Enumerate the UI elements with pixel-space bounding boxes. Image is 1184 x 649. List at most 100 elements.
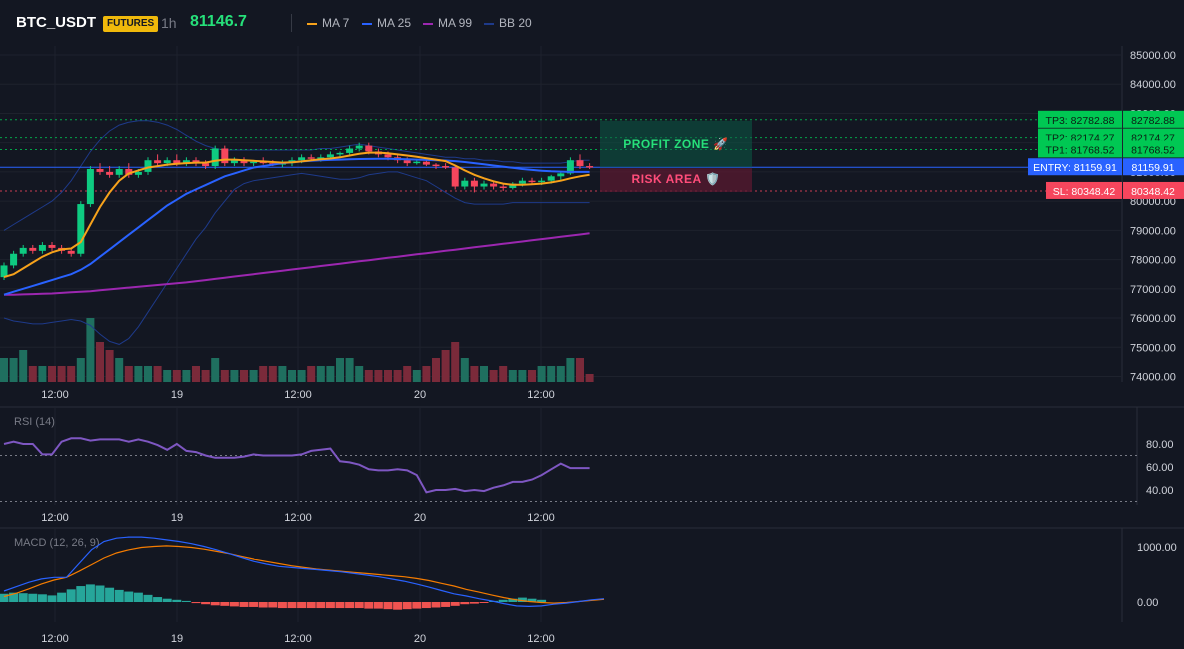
volume-bar [48, 366, 56, 382]
macd-line [3, 536, 605, 608]
volume-bar [297, 370, 306, 382]
volume-bar [182, 370, 191, 382]
candle-body [202, 163, 210, 167]
volume-bar [432, 358, 440, 382]
volume-bar [211, 358, 220, 382]
rsi-tick-label: 80.00 [1146, 439, 1174, 451]
macd-title: MACD (12, 26, 9) [14, 537, 100, 549]
volume-bar [172, 370, 181, 382]
entry-label: ENTRY: 81159.91 [1033, 162, 1117, 174]
rsi-line [3, 437, 590, 494]
volume-bar [451, 342, 460, 382]
candle-body [211, 148, 219, 167]
macd-histogram-bar [527, 598, 537, 602]
volume-bar [0, 358, 8, 382]
candle-body [586, 166, 594, 168]
volume-bar [508, 370, 517, 382]
tp1-axis-box [1123, 140, 1184, 158]
volume-bar [124, 366, 133, 382]
macd-histogram-bar [114, 589, 124, 602]
macd-histogram-bar [450, 602, 460, 606]
bb-lower-line [3, 171, 590, 345]
candle-body [442, 166, 450, 168]
legend-ma7-label: MA 7 [322, 16, 350, 30]
entry-axis-box [1123, 158, 1184, 176]
time-tick-label: 20 [414, 389, 426, 401]
price-tick-label: 79000.00 [1130, 225, 1176, 237]
candle-body [125, 168, 133, 175]
time-tick-label: 12:00 [527, 512, 555, 524]
candle-body [86, 168, 94, 205]
volume-bar [57, 366, 66, 382]
rsi-tick-label: 40.00 [1146, 485, 1174, 497]
tp3-label-box [1038, 110, 1122, 128]
candle-body [154, 160, 162, 164]
price-tick-label: 77000.00 [1130, 284, 1176, 296]
macd-histogram-bar [393, 602, 403, 610]
candle-body [0, 265, 8, 278]
sl-label-box [1046, 181, 1122, 199]
candle-body [173, 160, 181, 164]
volume-bar [153, 366, 162, 382]
sl-axis-box [1123, 181, 1184, 199]
candle-body [163, 160, 171, 164]
volume-bar [307, 366, 316, 382]
volume-bar [336, 358, 344, 382]
tp3-label: TP3: 82782.88 [1046, 115, 1115, 127]
legend-ma25[interactable]: MA 25 [362, 16, 411, 30]
tp1-axis-label: 81768.52 [1131, 144, 1175, 156]
macd-histogram-bar [498, 599, 508, 602]
macd-histogram-bar [297, 602, 307, 609]
candle-body [538, 180, 546, 183]
volume-bar [134, 366, 143, 382]
candle-body [307, 157, 315, 159]
volume-bar [192, 366, 200, 382]
volume-bar [220, 370, 229, 382]
macd-histogram-bar [441, 602, 451, 607]
risk-area-label: RISK AREA 🛡️ [632, 172, 721, 186]
candle-body [480, 183, 488, 187]
macd-histogram-bar [162, 598, 172, 602]
volume-bar [9, 358, 18, 382]
time-tick-label: 12:00 [41, 389, 69, 401]
volume-bar [470, 366, 479, 382]
symbol-name[interactable]: BTC_USDT [16, 14, 97, 31]
candle-body [403, 160, 411, 164]
candle-body [413, 161, 421, 164]
entry-axis-label: 81159.91 [1131, 162, 1174, 174]
macd-histogram-bar [66, 589, 76, 602]
candle-body [67, 250, 75, 254]
candle-body [106, 171, 114, 175]
volume-bar [144, 366, 152, 382]
price-tick-label: 75000.00 [1130, 342, 1176, 354]
macd-histogram-bar [383, 602, 393, 610]
candle-body [336, 152, 344, 155]
legend-ma7[interactable]: MA 7 [307, 16, 349, 30]
volume-bar [268, 366, 277, 382]
volume-bar [480, 366, 488, 382]
tp3-axis-label: 82782.88 [1131, 115, 1175, 127]
legend-bb20[interactable]: BB 20 [484, 16, 532, 30]
volume-bar [38, 366, 47, 382]
macd-histogram-bar [47, 595, 57, 602]
tp1-label: TP1: 81768.52 [1046, 144, 1115, 156]
volume-bar [566, 358, 575, 382]
volume-bar [556, 366, 565, 382]
candle-body [240, 160, 248, 164]
volume-bar [393, 370, 402, 382]
legend-ma99[interactable]: MA 99 [423, 16, 472, 30]
header-divider [291, 14, 292, 32]
candle-body [384, 154, 392, 158]
macd-histogram-bar [460, 602, 470, 605]
candle-body [38, 244, 46, 251]
timeframe-selector[interactable]: 1h [161, 15, 177, 31]
macd-histogram-bar [335, 602, 345, 609]
volume-bar [499, 366, 508, 382]
macd-histogram-bar [412, 602, 422, 609]
macd-histogram-bar [402, 602, 412, 610]
macd-histogram-bar [517, 597, 527, 602]
candle-body [451, 167, 459, 187]
price-tick-label: 74000.00 [1130, 372, 1176, 384]
chart-header: BTC_USDT FUTURES 1h 81146.7 MA 7 MA 25 M… [0, 0, 1184, 46]
